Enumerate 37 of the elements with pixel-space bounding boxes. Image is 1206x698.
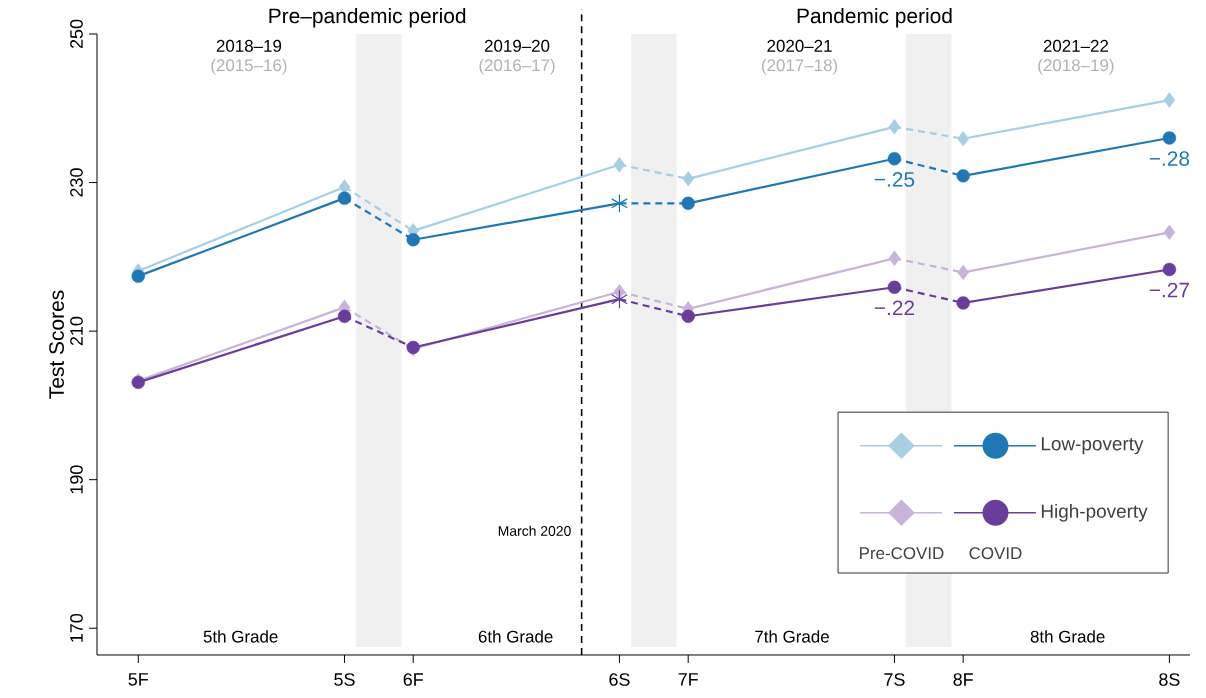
annotation: (2016–17) [479,58,555,75]
annotation: Pre-COVID [860,547,944,560]
annotation: 7th Grade [755,630,829,643]
x-tick-label: 5S [334,673,355,686]
legend-label: Low-poverty [1041,437,1144,455]
x-tick-label: 8S [1159,673,1180,686]
legend-label: High-poverty [1041,503,1148,522]
annotation: 2021–22 [1043,39,1108,52]
text: Pre–pandemic period [269,7,466,28]
annotation: March 2020 [498,525,571,536]
x-tick-label: 6S [609,673,630,686]
y-tick-label: 230 [70,168,83,197]
annotation: COVID [969,547,1022,560]
text: Pandemic period [797,7,952,28]
x-tick-label: 7S [884,673,905,686]
annotation: 2019–20 [484,39,550,52]
annotation: −.27 [1149,282,1189,298]
y-tick-label: 190 [70,465,83,494]
annotation: (2017–18) [762,58,838,75]
annotation: −.25 [874,171,915,187]
x-tick-label: 5F [128,673,148,686]
annotation: (2015–16) [211,58,287,75]
x-tick-label: 8F [953,673,973,686]
annotation: −.22 [874,300,915,316]
annotation: −.28 [1149,151,1190,166]
x-tick-label: 6F [403,673,423,686]
x-tick-label: 7F [678,673,698,686]
y-tick-label: 210 [70,316,83,346]
annotation: 5th Grade [203,630,278,643]
y-axis-title: Test Scores [49,290,64,399]
y-tick-label: 170 [70,613,83,642]
annotation: (2018–19) [1038,58,1114,75]
y-tick-label: 250 [70,19,83,49]
annotation: 2018–19 [216,39,282,52]
annotation: 8th Grade [1030,630,1105,643]
annotation: 6th Grade [478,630,553,643]
annotation: 2020–21 [767,39,832,52]
